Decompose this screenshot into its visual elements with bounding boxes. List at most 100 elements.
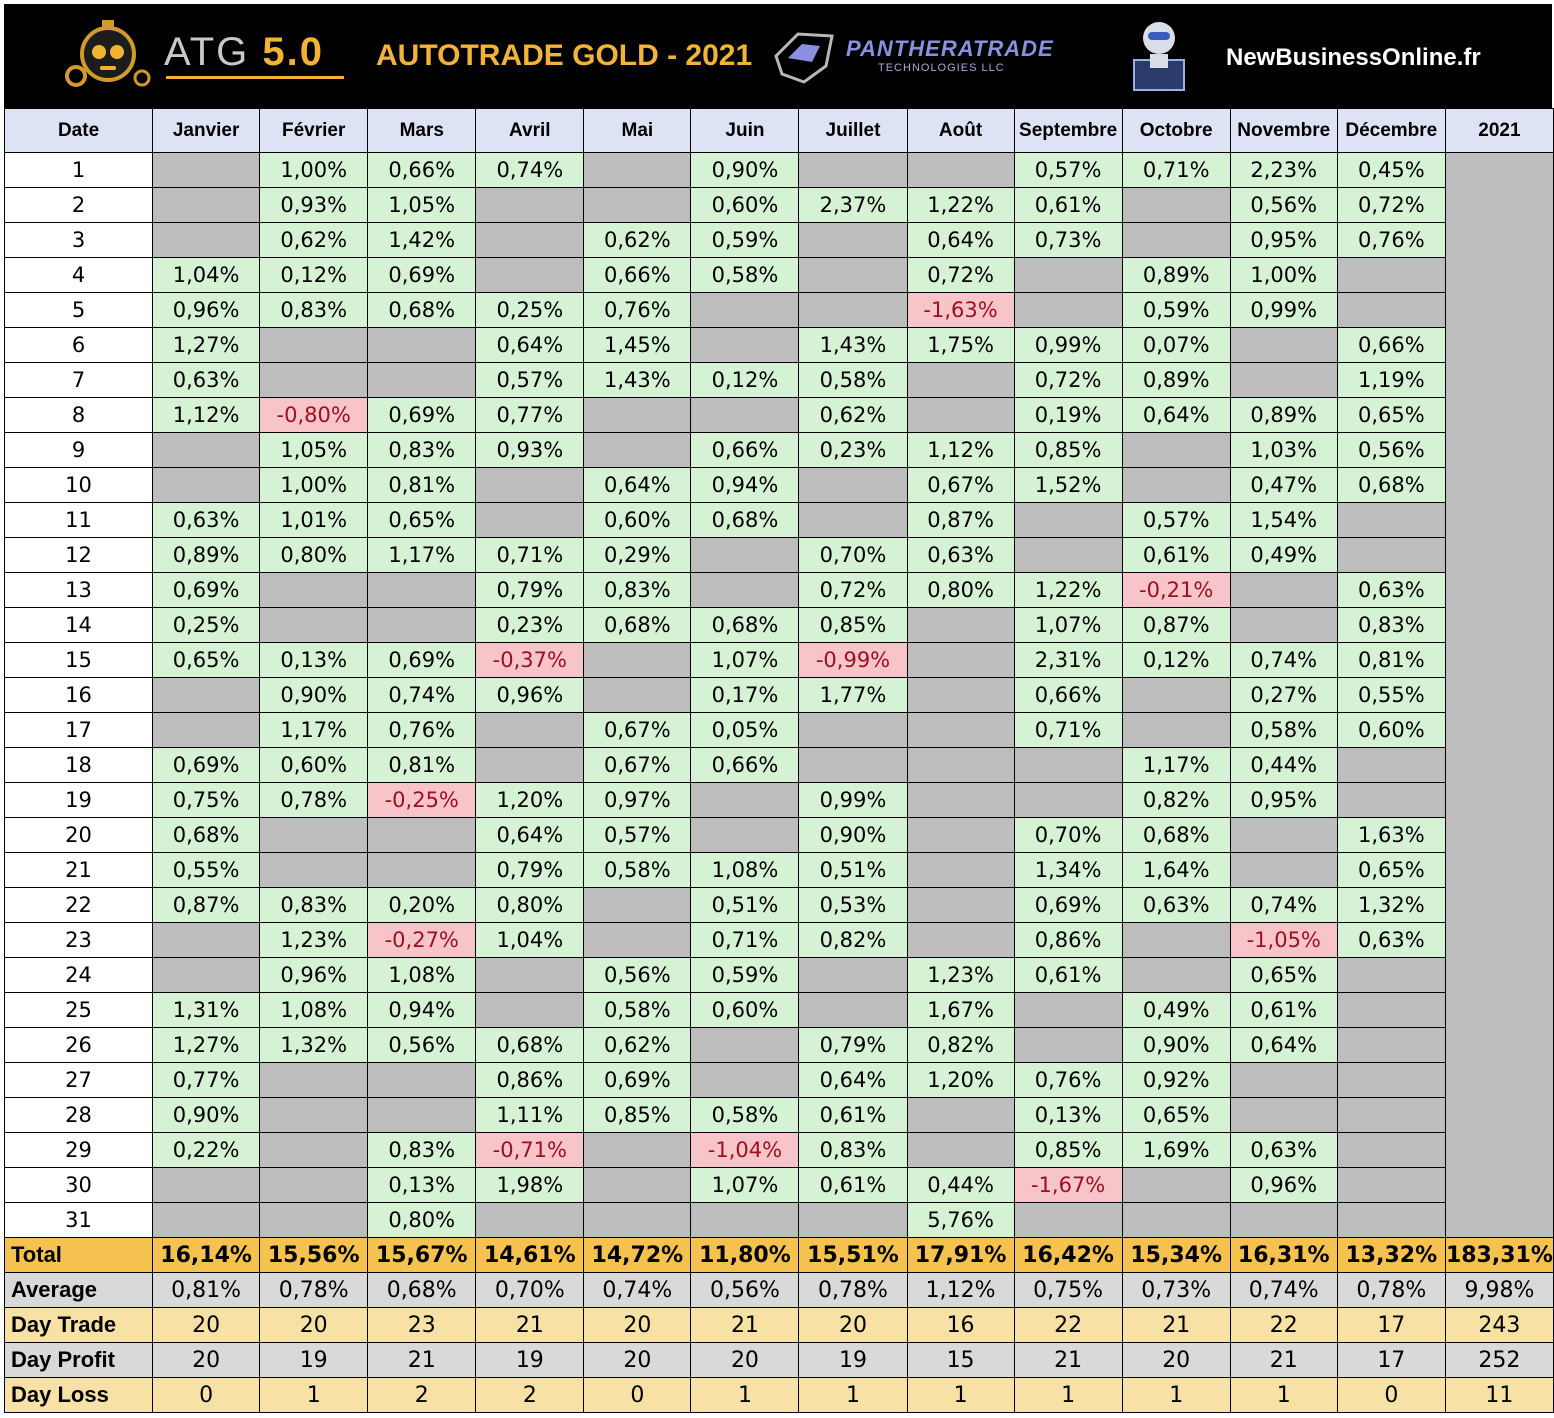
table-row: 24 0,96% 1,08% 0,56% 0,59% 1,23% 0,61% 0,65% [3, 957, 1554, 993]
summary-label: Day Profit [3, 1342, 154, 1378]
profit-cell: 1,32% [259, 1027, 369, 1063]
empty-cell [906, 642, 1015, 678]
summary-label: Day Loss [3, 1377, 154, 1413]
summary-value: 1 [1121, 1377, 1231, 1413]
table-row: 23 1,23% -0,27% 1,04% 0,71% 0,82% 0,86% -1,05% 0… [3, 922, 1554, 958]
profit-cell: 0,92% [1121, 1062, 1231, 1098]
empty-cell [1336, 292, 1446, 328]
column-header: Mai [583, 108, 692, 153]
empty-cell [1229, 1202, 1338, 1238]
empty-cell [1336, 502, 1446, 538]
loss-cell: -0,99% [798, 642, 908, 678]
summary-value: 0,74% [1229, 1272, 1338, 1308]
summary-value: 1 [259, 1377, 369, 1413]
loss-cell: -0,25% [367, 782, 477, 818]
table-row: 27 0,77% 0,86% 0,69% 0,64% 1,20% 0,76% 0,92% [3, 1062, 1554, 1098]
date-cell: 20 [3, 817, 154, 853]
profit-cell: 1,42% [367, 222, 477, 258]
profit-cell: 0,67% [583, 712, 692, 748]
profit-cell: 1,07% [690, 642, 800, 678]
profit-cell: 0,61% [1013, 957, 1123, 993]
profit-cell: 0,56% [1336, 432, 1446, 468]
profit-cell: 0,72% [906, 257, 1015, 293]
summary-value: 21 [1121, 1307, 1231, 1343]
year-column-blank [1444, 152, 1554, 1238]
profit-cell: 0,96% [259, 957, 369, 993]
profit-cell: 0,90% [690, 152, 800, 188]
summary-row: Average 0,81% 0,78% 0,68% 0,70% 0,74% 0,56% 0,7… [3, 1272, 1554, 1308]
logo-underline [166, 76, 344, 79]
empty-cell [1229, 817, 1338, 853]
empty-cell [367, 327, 477, 363]
profit-cell: 1,54% [1229, 502, 1338, 538]
profit-cell: 0,62% [583, 1027, 692, 1063]
profit-cell: 0,74% [1229, 642, 1338, 678]
summary-value: 20 [152, 1342, 261, 1378]
profit-cell: 1,69% [1121, 1132, 1231, 1168]
profit-cell: 0,85% [1013, 1132, 1123, 1168]
summary-value: 15,56% [259, 1237, 369, 1273]
empty-cell [1121, 222, 1231, 258]
profit-cell: 1,27% [152, 1027, 261, 1063]
loss-cell: -1,04% [690, 1132, 800, 1168]
column-header: Septembre [1013, 108, 1123, 153]
profit-cell: 0,89% [1229, 397, 1338, 433]
empty-cell [690, 292, 800, 328]
profit-cell: 0,85% [583, 1097, 692, 1133]
summary-value: 16,42% [1013, 1237, 1123, 1273]
profit-cell: 0,53% [798, 887, 908, 923]
empty-cell [259, 572, 369, 608]
profit-cell: 1,00% [259, 467, 369, 503]
profit-cell: 0,95% [1229, 782, 1338, 818]
profit-cell: 0,64% [475, 327, 585, 363]
profit-cell: 0,64% [798, 1062, 908, 1098]
empty-cell [1121, 187, 1231, 223]
empty-cell [583, 1132, 692, 1168]
profit-cell: 1,31% [152, 992, 261, 1028]
profit-cell: 0,59% [1121, 292, 1231, 328]
summary-row: Day Loss 0 1 2 2 0 1 1 1 1 1 1 0 11 [3, 1377, 1554, 1413]
empty-cell [690, 572, 800, 608]
summary-label: Average [3, 1272, 154, 1308]
empty-cell [1121, 467, 1231, 503]
empty-cell [906, 1132, 1015, 1168]
table-row: 1 1,00% 0,66% 0,74% 0,90% 0,57% 0,71% 2,23% 0,45… [3, 152, 1554, 1238]
profit-cell: 0,69% [367, 642, 477, 678]
empty-cell [798, 467, 908, 503]
profit-cell: 0,68% [475, 1027, 585, 1063]
profit-cell: 0,65% [152, 642, 261, 678]
table-row: 26 1,27% 1,32% 0,56% 0,68% 0,62% 0,79% 0,82% 0,9… [3, 1027, 1554, 1063]
empty-cell [152, 922, 261, 958]
date-cell: 15 [3, 642, 154, 678]
date-cell: 14 [3, 607, 154, 643]
summary-label: Day Trade [3, 1307, 154, 1343]
empty-cell [583, 152, 692, 188]
empty-cell [259, 327, 369, 363]
table-row: 25 1,31% 1,08% 0,94% 0,58% 0,60% 1,67% 0,49% 0,6… [3, 992, 1554, 1028]
profit-cell: 0,62% [583, 222, 692, 258]
profit-cell: 0,65% [1121, 1097, 1231, 1133]
summary-value: 183,31% [1444, 1237, 1554, 1273]
profit-cell: 0,69% [583, 1062, 692, 1098]
summary-value: 19 [259, 1342, 369, 1378]
summary-value: 22 [1013, 1307, 1123, 1343]
empty-cell [1336, 957, 1446, 993]
summary-value: 17 [1336, 1307, 1446, 1343]
profit-cell: 0,58% [798, 362, 908, 398]
empty-cell [690, 537, 800, 573]
table-row: 12 0,89% 0,80% 1,17% 0,71% 0,29% 0,70% 0,63% 0,6… [3, 537, 1554, 573]
date-cell: 11 [3, 502, 154, 538]
profit-cell: 0,68% [690, 607, 800, 643]
profit-cell: 0,68% [1121, 817, 1231, 853]
empty-cell [906, 362, 1015, 398]
profit-cell: 0,86% [1013, 922, 1123, 958]
empty-cell [152, 432, 261, 468]
profit-cell: 0,99% [1229, 292, 1338, 328]
site-name: NewBusinessOnline.fr [1226, 44, 1481, 71]
profit-cell: 1,64% [1121, 852, 1231, 888]
profit-cell: 0,90% [1121, 1027, 1231, 1063]
profit-cell: 0,83% [1336, 607, 1446, 643]
profit-cell: 1,19% [1336, 362, 1446, 398]
profit-cell: 5,76% [906, 1202, 1015, 1238]
page-title: AUTOTRADE GOLD - 2021 [376, 39, 753, 72]
